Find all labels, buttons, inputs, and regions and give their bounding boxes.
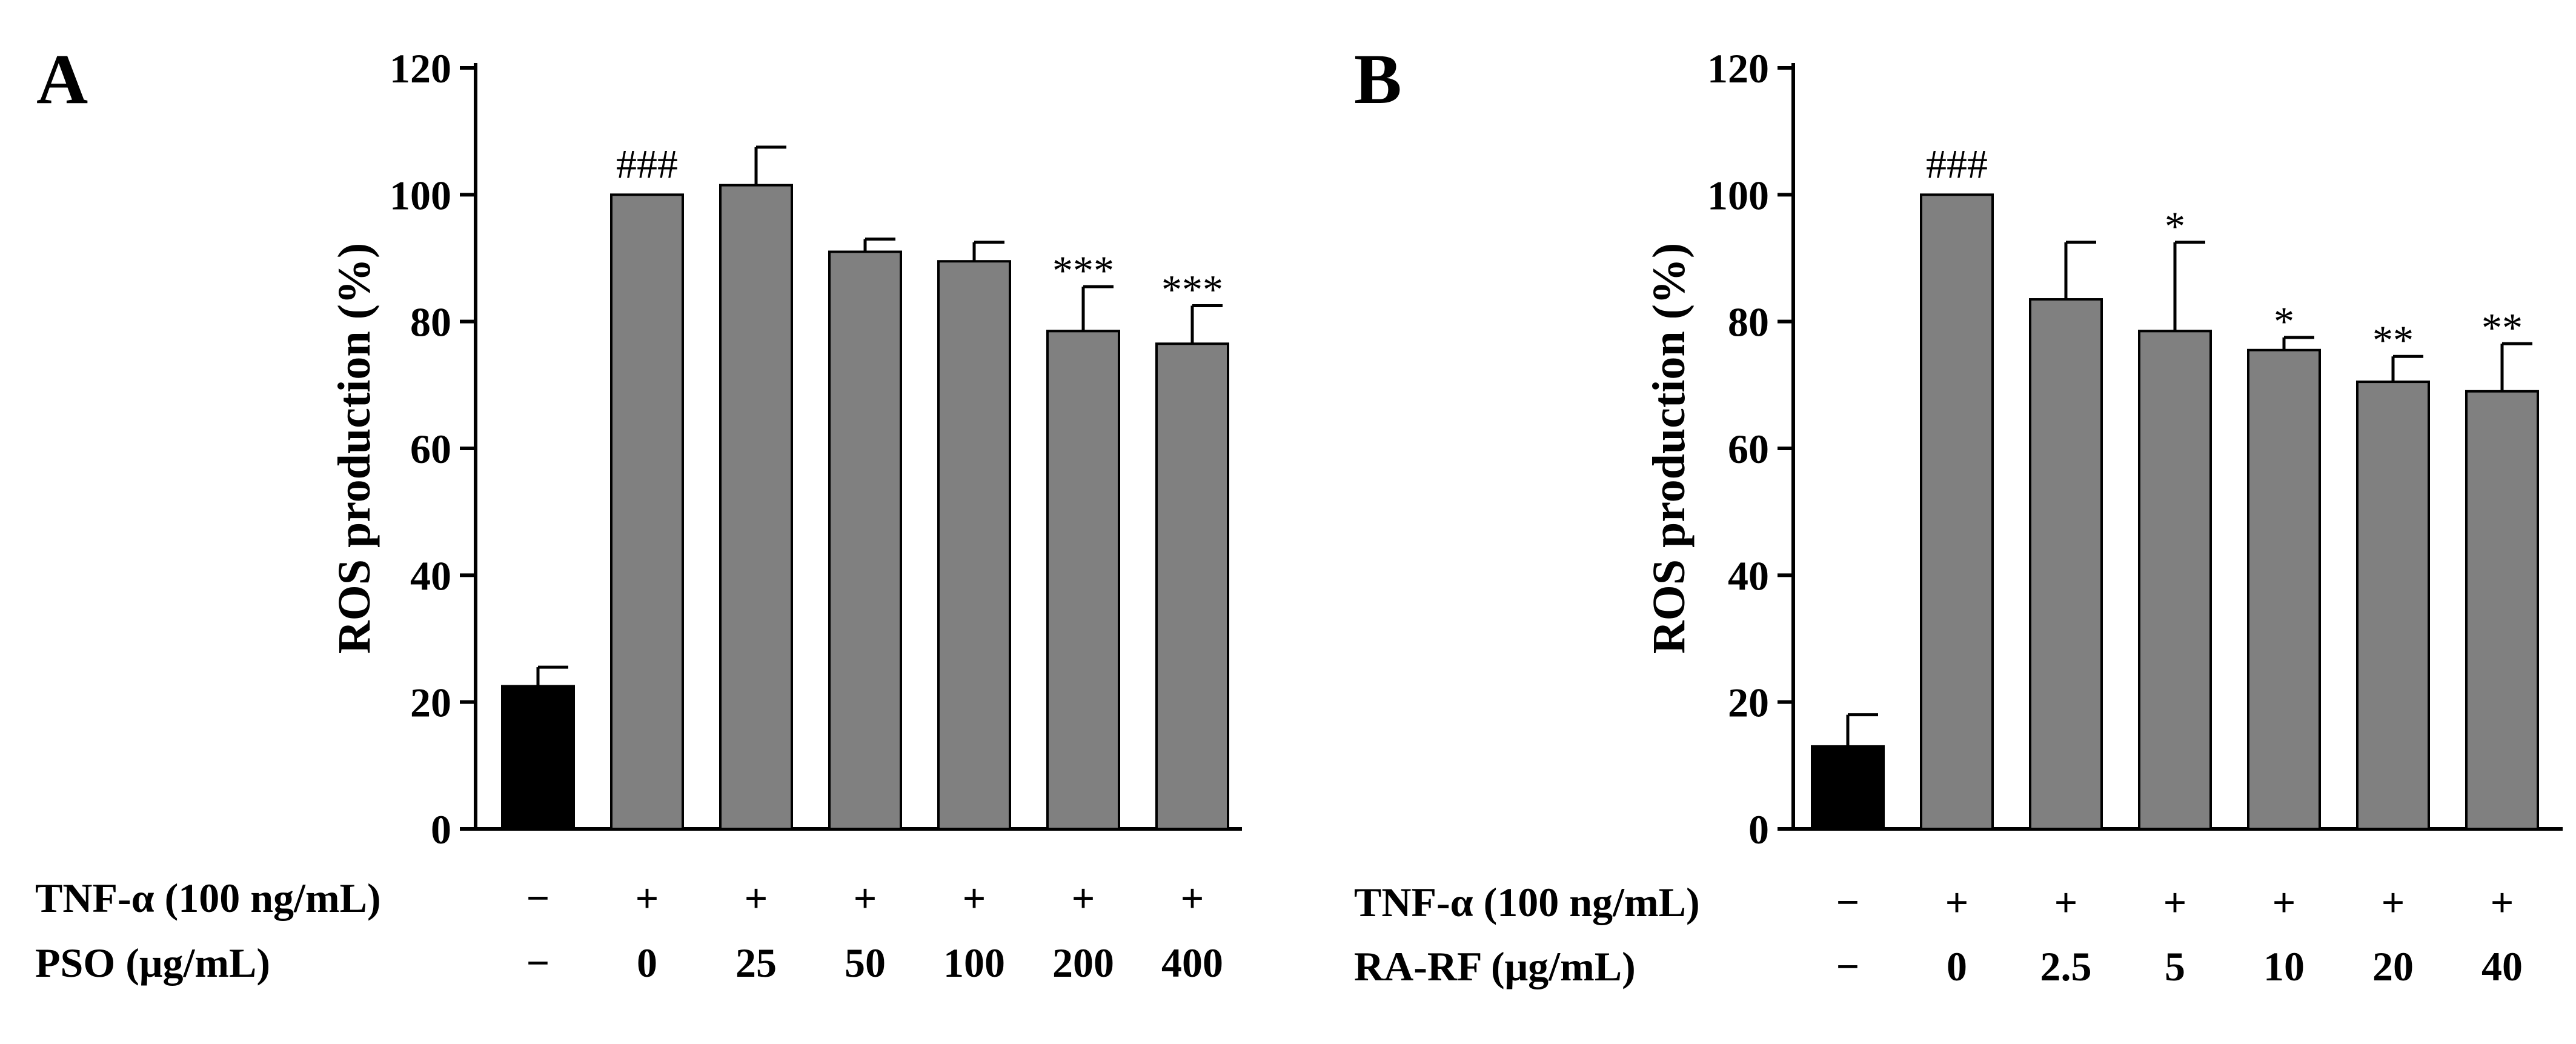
y-tick-label: 80 — [410, 299, 451, 345]
treatment-cell: + — [1181, 875, 1204, 921]
treatment-cell: + — [2163, 879, 2187, 925]
treatment-cell: + — [2491, 879, 2514, 925]
y-tick-label: 20 — [410, 680, 451, 726]
y-axis-label: ROS production (%) — [1644, 243, 1695, 654]
treatment-cell: + — [1945, 879, 1969, 925]
y-tick-label: 120 — [390, 45, 451, 91]
bar — [610, 193, 684, 830]
treatment-cell: 5 — [2165, 943, 2185, 989]
significance-mark: *** — [1161, 267, 1223, 313]
treatment-cell: 20 — [2372, 943, 2414, 989]
treatment-row-label: PSO (μg/mL) — [35, 940, 270, 986]
treatment-cell: 25 — [735, 940, 777, 986]
treatment-cell: − — [1836, 943, 1860, 989]
treatment-cell: 400 — [1161, 940, 1223, 986]
y-tick-label: 120 — [1707, 45, 1769, 91]
treatment-cell: 200 — [1052, 940, 1114, 986]
treatment-cell: − — [1836, 879, 1860, 925]
significance-mark: * — [2274, 298, 2294, 344]
treatment-cell: + — [2382, 879, 2405, 925]
bar — [719, 184, 793, 831]
bar — [1811, 745, 1885, 831]
y-tick-label: 40 — [1728, 553, 1769, 599]
treatment-cell: + — [636, 875, 659, 921]
treatment-cell: 0 — [1947, 943, 1967, 989]
treatment-cell: 50 — [845, 940, 886, 986]
treatment-row-label: TNF-α (100 ng/mL) — [35, 875, 381, 921]
y-axis-label: ROS production (%) — [329, 243, 380, 654]
treatment-row-label: TNF-α (100 ng/mL) — [1354, 879, 1700, 925]
treatment-cell: + — [2054, 879, 2078, 925]
bar — [2465, 390, 2539, 830]
significance-mark: * — [2165, 203, 2185, 249]
treatment-cell: + — [963, 875, 986, 921]
bar — [937, 260, 1011, 830]
y-tick-label: 80 — [1728, 299, 1769, 345]
y-tick-label: 100 — [1707, 172, 1769, 218]
bar — [2356, 381, 2430, 830]
treatment-cell: 10 — [2263, 943, 2305, 989]
treatment-cell: 40 — [2481, 943, 2523, 989]
y-tick-label: 20 — [1728, 680, 1769, 726]
panel-label: A — [36, 39, 88, 119]
panel-label: B — [1354, 39, 1402, 119]
bar — [828, 250, 902, 830]
treatment-cell: + — [745, 875, 768, 921]
treatment-cell: 2.5 — [2040, 943, 2092, 989]
bar — [1046, 330, 1120, 830]
bar — [2138, 330, 2212, 830]
bar — [1920, 193, 1994, 830]
bar — [2029, 298, 2103, 830]
significance-mark: ### — [1926, 141, 1988, 187]
bar — [501, 685, 575, 830]
y-tick-label: 40 — [410, 553, 451, 599]
treatment-cell: + — [2272, 879, 2296, 925]
treatment-cell: + — [1072, 875, 1095, 921]
treatment-cell: 0 — [637, 940, 657, 986]
significance-mark: *** — [1052, 247, 1114, 293]
bar — [1155, 342, 1229, 830]
significance-mark: ** — [2372, 317, 2414, 363]
treatment-cell: + — [854, 875, 877, 921]
bar — [2247, 348, 2321, 830]
y-tick-label: 0 — [431, 806, 451, 853]
y-tick-label: 60 — [410, 426, 451, 472]
treatment-row-label: RA-RF (μg/mL) — [1354, 943, 1636, 989]
treatment-cell: − — [526, 940, 550, 986]
treatment-cell: − — [526, 875, 550, 921]
y-tick-label: 0 — [1748, 806, 1769, 853]
significance-mark: ### — [616, 141, 678, 187]
y-tick-label: 60 — [1728, 426, 1769, 472]
significance-mark: ** — [2481, 304, 2523, 350]
y-tick-label: 100 — [390, 172, 451, 218]
treatment-cell: 100 — [943, 940, 1005, 986]
